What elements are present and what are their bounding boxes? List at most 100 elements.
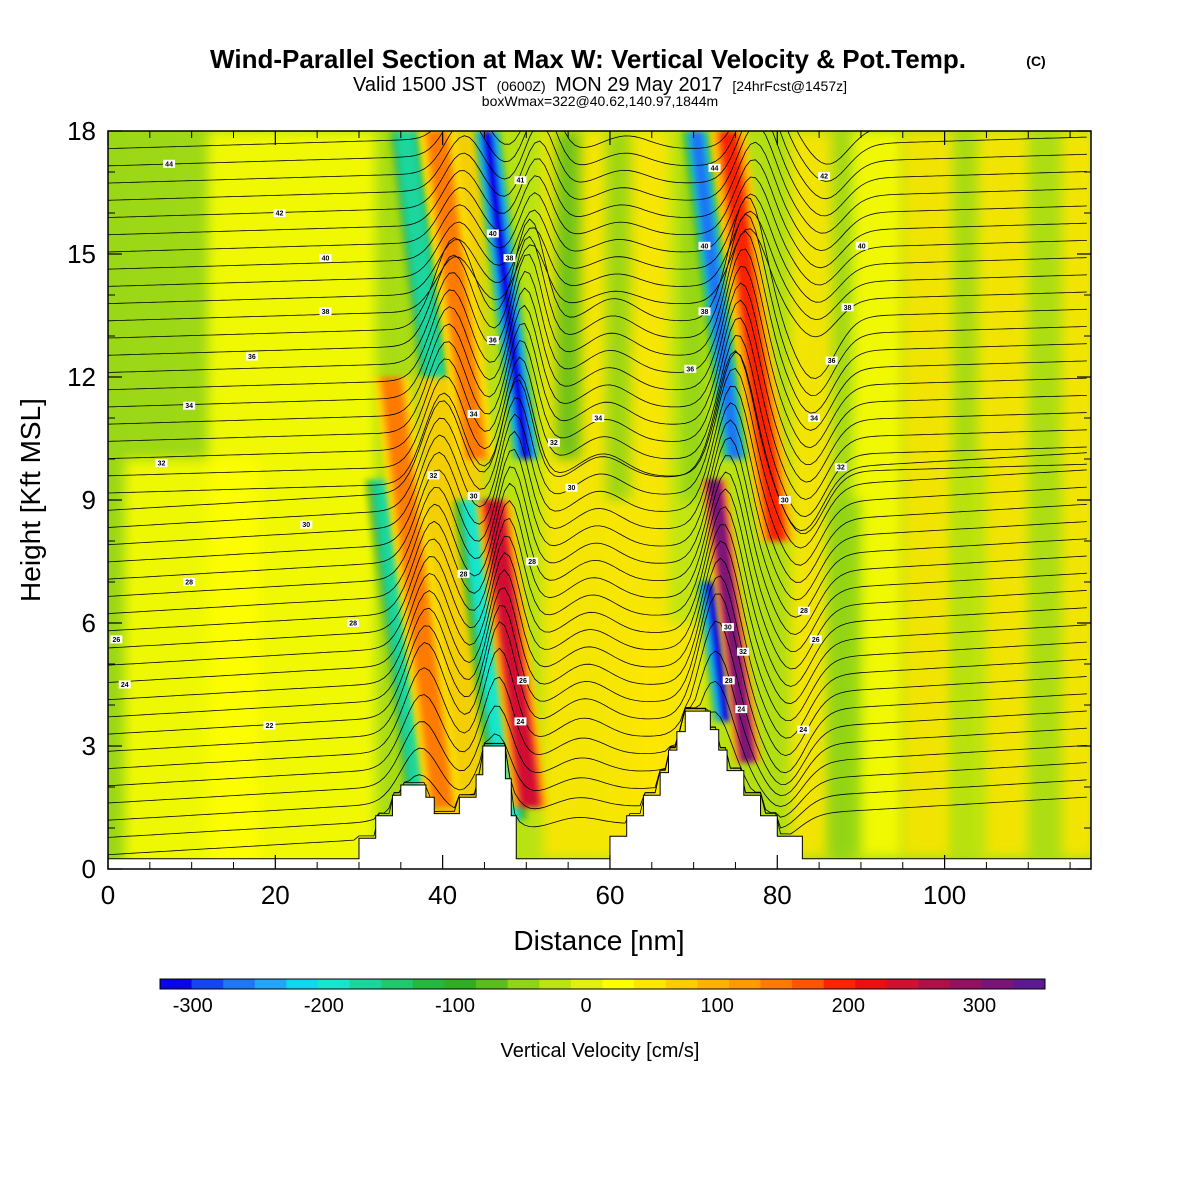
- colorbar-tick-label: -200: [304, 995, 344, 1017]
- x-tick-label: 20: [261, 880, 290, 910]
- theta-contour: [108, 557, 1087, 739]
- theta-contour: [108, 437, 1087, 618]
- colorbar-tick-label: 100: [701, 995, 734, 1017]
- colorbar-swatch: [476, 979, 509, 989]
- contour-label: 32: [550, 440, 558, 447]
- colorbar-swatch: [855, 979, 888, 989]
- velocity-band: [555, 131, 581, 459]
- theta-contour: [108, 131, 1087, 234]
- contour-label-bg: [722, 676, 735, 685]
- theta-contour: [108, 230, 1087, 414]
- colorbar-label: Vertical Velocity [cm/s]: [501, 1040, 700, 1062]
- velocity-feature-layer: [483, 500, 541, 808]
- contour-label-bg: [684, 364, 697, 373]
- theta-contour: [108, 131, 1087, 217]
- x-tick-label: 100: [923, 880, 966, 910]
- contour-label-bg: [467, 409, 480, 418]
- colorbar-swatch: [349, 979, 382, 989]
- contour-label-bg: [808, 414, 821, 422]
- colorbar-swatch: [570, 979, 603, 989]
- contour-label: 44: [711, 165, 719, 172]
- colorbar-tick-label: 300: [963, 995, 996, 1017]
- y-tick-label: 12: [67, 362, 96, 392]
- colorbar-swatch: [254, 979, 287, 989]
- theta-contour: [108, 210, 1087, 321]
- theta-contour: [108, 131, 1087, 200]
- contour-label: 30: [470, 493, 478, 500]
- theta-contour: [108, 159, 1087, 269]
- theta-contour: [108, 402, 1087, 583]
- colorbar-swatch: [318, 979, 351, 989]
- colorbar: -300 -200 -100 0 100 200 300: [159, 978, 1046, 1017]
- colorbar-swatch: [728, 979, 762, 989]
- theta-contour: [108, 141, 1087, 252]
- contour-label: 28: [185, 580, 193, 587]
- colorbar-tick-label: 200: [832, 995, 865, 1017]
- theta-contour: [108, 131, 871, 165]
- theta-contour: [108, 213, 1087, 396]
- contour-label: 34: [594, 416, 602, 423]
- theta-contour: [108, 193, 1087, 303]
- contour-label-bg: [514, 717, 527, 726]
- title-block: Wind-Parallel Section at Max W: Vertical…: [210, 44, 1046, 109]
- contour-label-bg: [183, 401, 196, 410]
- contour-label: 41: [517, 178, 525, 185]
- contour-label: 24: [737, 707, 745, 714]
- x-tick-label: 60: [595, 880, 624, 910]
- velocity-bands: [124, 131, 1091, 869]
- velocity-feature-layer: [381, 377, 453, 808]
- theta-contour: [108, 248, 1087, 431]
- contour-label-bg: [503, 254, 516, 263]
- contour-label-bg: [708, 163, 721, 172]
- contour-label: 30: [302, 522, 310, 529]
- contour-label-bg: [347, 619, 360, 627]
- y-tick-label: 0: [82, 854, 96, 884]
- contour-label-bg: [118, 680, 131, 689]
- contour-label-bg: [818, 172, 831, 181]
- contour-label: 36: [489, 338, 497, 345]
- colorbar-swatch: [760, 979, 793, 989]
- chart-subtitle-2: boxWmax=322@40.62,140.97,1844m: [482, 93, 718, 109]
- contour-label: 24: [121, 682, 129, 689]
- contour-label-bg: [183, 578, 196, 586]
- contour-label-bg: [516, 676, 529, 685]
- x-axis-label: Distance [nm]: [513, 925, 684, 956]
- velocity-band: [1061, 131, 1091, 857]
- contour-label-bg: [547, 438, 560, 447]
- colorbar-frame: [159, 978, 1046, 990]
- contour-label: 40: [701, 243, 709, 250]
- colorbar-tick-label: 0: [581, 995, 592, 1017]
- theta-contour: [108, 228, 1087, 338]
- contour-label-bg: [263, 721, 276, 730]
- contour-label-bg: [486, 229, 499, 238]
- colorbar-swatch: [602, 979, 635, 989]
- y-tick-label: 3: [82, 731, 96, 761]
- theta-contour: [108, 385, 1087, 566]
- contour-label-bg: [735, 705, 748, 714]
- contour-label-bg: [798, 606, 811, 615]
- contour-label: 24: [799, 727, 807, 734]
- chart-subtitle: Valid 1500 JST (0600Z) MON 29 May 2017 […: [353, 74, 847, 96]
- theta-contour: [108, 282, 1087, 465]
- contour-label: 26: [112, 637, 120, 644]
- velocity-band: [952, 459, 987, 857]
- velocity-band: [902, 131, 953, 857]
- contour-label: 40: [322, 256, 330, 263]
- contour-label: 28: [528, 559, 536, 566]
- velocity-feature-layer: [707, 479, 755, 763]
- theta-contour: [108, 488, 1087, 670]
- contour-label-bg: [273, 209, 286, 217]
- colorbar-swatch: [981, 979, 1014, 989]
- x-tick-label: 0: [101, 880, 115, 910]
- contour-label-bg: [514, 176, 527, 185]
- theta-contour: [108, 506, 1087, 687]
- contour-label-bg: [526, 557, 539, 566]
- x-tick-label: 40: [428, 880, 457, 910]
- contour-label: 32: [837, 465, 845, 472]
- velocity-feature: [701, 479, 762, 763]
- contour-labels: 44 42 40 38 36 34 32 30 28 26 24 22 28 41 40 38 36 34 32 30…: [110, 159, 868, 734]
- contour-label: 36: [686, 366, 694, 373]
- theta-contour: [108, 351, 1087, 534]
